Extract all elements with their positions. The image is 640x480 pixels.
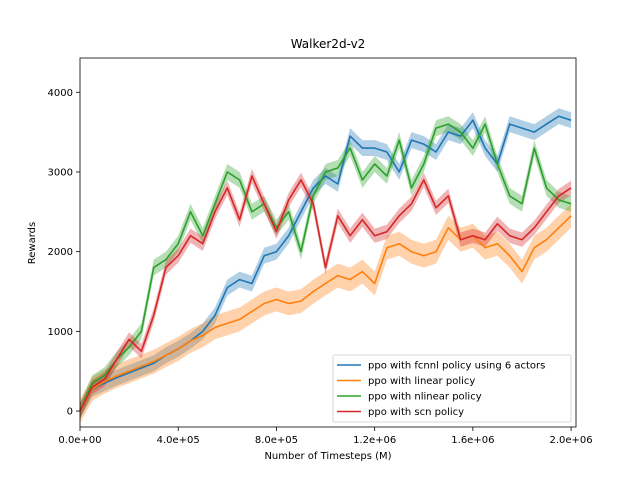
- y-tick-label: 0: [67, 407, 73, 418]
- y-tick-label: 3000: [48, 167, 73, 178]
- series-line-2: [79, 123, 572, 412]
- legend-box: [332, 354, 572, 423]
- plot-frame: [79, 57, 577, 428]
- x-axis-ticks: 0.0e+00 4.0e+05 8.0e+05 1.2e+06 1.6e+06 2.0e+…: [58, 427, 593, 446]
- legend-label-3: ppo with scn policy: [368, 407, 464, 418]
- x-tick-label: 1.2e+06: [353, 435, 396, 446]
- legend-label-2: ppo with nlinear policy: [368, 392, 482, 403]
- legend: ppo with fcnnl policy using 6 actors ppo …: [332, 354, 572, 423]
- y-tick-label: 4000: [48, 88, 73, 99]
- legend-label-0: ppo with fcnnl policy using 6 actors: [368, 361, 545, 372]
- x-tick-label: 1.6e+06: [451, 435, 494, 446]
- x-tick-label: 0.0e+00: [58, 435, 101, 446]
- series-band-0: [80, 108, 572, 419]
- chart-title: Walker2d-v2: [291, 37, 366, 51]
- series-lines: [79, 115, 572, 412]
- legend-label-1: ppo with linear policy: [368, 376, 475, 387]
- y-tick-label: 1000: [48, 327, 73, 338]
- y-tick-label: 2000: [48, 247, 73, 258]
- x-tick-label: 2.0e+06: [550, 435, 593, 446]
- x-tick-label: 8.0e+05: [255, 435, 298, 446]
- x-axis-label: Number of Timesteps (M): [264, 451, 391, 462]
- y-axis-label: Rewards: [27, 222, 38, 264]
- series-line-1: [79, 215, 572, 412]
- y-axis-ticks: 0 1000 2000 3000 4000: [48, 88, 80, 418]
- x-tick-label: 4.0e+05: [157, 435, 200, 446]
- series-line-3: [79, 175, 572, 412]
